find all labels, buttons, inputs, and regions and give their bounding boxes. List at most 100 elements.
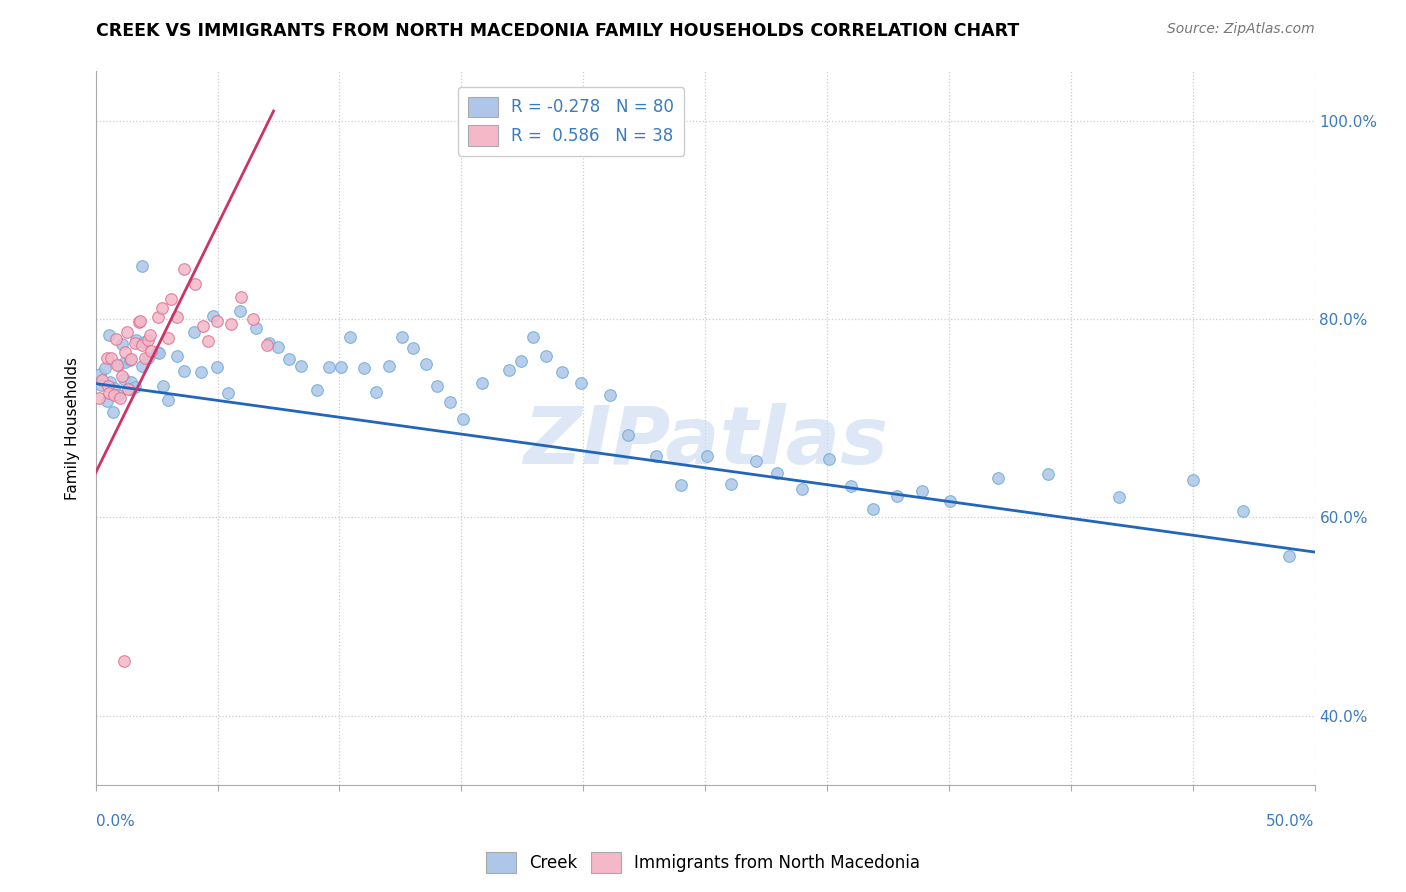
Point (114, 355, 136, 369)
Point (366, 384, 388, 399)
Point (190, 366, 212, 380)
Point (377, 359, 399, 373)
Point (128, 314, 150, 328)
Point (101, 405, 124, 419)
Point (94, 361, 117, 376)
Point (114, 344, 136, 359)
Point (522, 330, 544, 344)
Point (987, 471, 1010, 485)
Point (329, 360, 352, 375)
Point (318, 359, 340, 374)
Point (98, 375, 121, 389)
Point (117, 382, 139, 396)
Point (242, 312, 264, 326)
Point (148, 346, 170, 360)
Point (257, 336, 280, 351)
Point (136, 351, 159, 366)
Point (107, 358, 129, 372)
Point (217, 386, 239, 401)
Point (471, 376, 494, 391)
Point (790, 482, 813, 496)
Point (862, 501, 884, 516)
Point (696, 449, 718, 463)
Point (138, 333, 160, 347)
Point (105, 359, 128, 373)
Point (146, 344, 169, 359)
Point (156, 392, 179, 407)
Point (124, 379, 146, 393)
Point (166, 310, 188, 325)
Point (201, 309, 224, 323)
Point (229, 303, 252, 318)
Point (745, 454, 768, 468)
Point (108, 391, 131, 405)
Point (205, 314, 228, 328)
Point (131, 260, 153, 274)
Point (245, 321, 267, 335)
Point (818, 452, 841, 467)
Point (96, 394, 118, 409)
Point (120, 351, 142, 366)
Point (391, 330, 413, 344)
Point (277, 351, 299, 366)
Text: Source: ZipAtlas.com: Source: ZipAtlas.com (1167, 22, 1315, 37)
Point (1108, 490, 1130, 504)
Point (115, 325, 138, 339)
Point (720, 477, 742, 491)
Point (150, 301, 173, 315)
Point (229, 290, 252, 304)
Point (124, 335, 146, 350)
Text: ZIPatlas: ZIPatlas (523, 403, 887, 482)
Point (89, 367, 111, 381)
Point (112, 654, 135, 668)
Point (98, 328, 121, 343)
Point (160, 292, 183, 306)
Point (111, 336, 134, 351)
Legend: R = -0.278   N = 80, R =  0.586   N = 38: R = -0.278 N = 80, R = 0.586 N = 38 (458, 87, 685, 156)
Point (551, 365, 574, 379)
Point (1036, 467, 1059, 481)
Point (131, 337, 153, 351)
Point (644, 449, 666, 463)
Point (498, 363, 520, 377)
Text: CREEK VS IMMIGRANTS FROM NORTH MACEDONIA FAMILY HOUSEHOLDS CORRELATION CHART: CREEK VS IMMIGRANTS FROM NORTH MACEDONIA… (96, 22, 1019, 40)
Point (569, 376, 592, 390)
Point (103, 388, 125, 402)
Y-axis label: Family Households: Family Households (65, 357, 80, 500)
Point (134, 351, 156, 365)
Point (534, 349, 557, 363)
Point (173, 364, 195, 378)
Point (669, 477, 692, 491)
Point (183, 326, 205, 340)
Point (100, 351, 122, 365)
Point (157, 331, 180, 345)
Text: 50.0%: 50.0% (1267, 814, 1315, 829)
Point (267, 340, 290, 354)
Point (886, 489, 908, 503)
Point (256, 337, 278, 351)
Point (166, 350, 188, 364)
Point (107, 388, 129, 402)
Point (111, 368, 134, 383)
Point (120, 375, 142, 389)
Point (146, 310, 169, 325)
Point (131, 359, 153, 373)
Point (197, 334, 219, 349)
Point (339, 330, 361, 344)
Point (138, 327, 160, 342)
Point (173, 262, 195, 277)
Point (104, 332, 127, 346)
Point (132, 334, 155, 349)
Point (184, 277, 207, 292)
Legend: Creek, Immigrants from North Macedonia: Creek, Immigrants from North Macedonia (479, 846, 927, 880)
Point (97, 379, 120, 393)
Point (939, 494, 962, 508)
Point (221, 317, 243, 331)
Point (510, 353, 533, 368)
Point (451, 412, 474, 426)
Point (120, 353, 142, 368)
Point (353, 360, 375, 375)
Point (152, 379, 174, 393)
Point (766, 466, 789, 480)
Point (1182, 473, 1205, 487)
